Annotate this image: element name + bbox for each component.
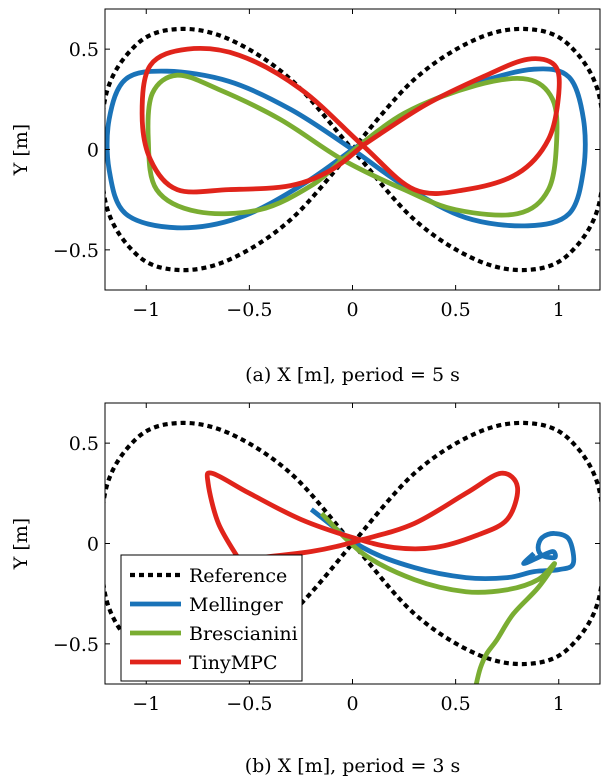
- tick-layer: −1 −0.5 0 0.5 1 −0.5 0 0.5: [53, 9, 600, 321]
- y-tick-label: −0.5: [53, 634, 99, 656]
- chart-panel-b: −1 −0.5 0 0.5 1 −0.5 0 0.5 Reference Mellinger Br…: [10, 402, 601, 777]
- x-tick-label: 1: [553, 299, 565, 321]
- series-layer: [105, 26, 600, 273]
- legend-label: Brescianini: [189, 623, 298, 645]
- y-tick-label: 0: [87, 534, 99, 556]
- y-tick-label: −0.5: [53, 240, 99, 262]
- series-line-tinympc: [204, 470, 521, 562]
- x-tick-label: −1: [132, 299, 160, 321]
- caption: (b) X [m], period = 3 s: [245, 755, 461, 777]
- legend-label: Reference: [189, 565, 287, 587]
- x-tick-label: 0.5: [441, 299, 471, 321]
- series-line-tinympc: [139, 46, 562, 196]
- x-tick-label: 0: [346, 693, 358, 715]
- y-tick-label: 0: [87, 140, 99, 162]
- x-tick-label: −0.5: [226, 693, 272, 715]
- x-tick-label: 1: [553, 693, 565, 715]
- series-line-mellinger: [309, 507, 577, 582]
- tick-layer: −1 −0.5 0 0.5 1 −0.5 0 0.5: [53, 403, 600, 715]
- x-tick-label: −0.5: [226, 299, 272, 321]
- y-tick-label: 0.5: [69, 39, 99, 61]
- series-line-brescianini: [145, 72, 560, 218]
- x-tick-label: 0: [346, 299, 358, 321]
- chart-panel-a: −1 −0.5 0 0.5 1 −0.5 0 0.5 Y [m] (a) X [m], per…: [10, 8, 601, 386]
- legend: Reference Mellinger Brescianini TinyMPC: [120, 554, 303, 682]
- x-tick-label: −1: [132, 693, 160, 715]
- y-axis-label: Y [m]: [10, 124, 32, 176]
- series-line-brescianini: [319, 511, 557, 684]
- caption: (a) X [m], period = 5 s: [245, 364, 460, 386]
- legend-label: Mellinger: [189, 594, 284, 616]
- y-tick-label: 0.5: [69, 433, 99, 455]
- x-tick-label: 0.5: [441, 693, 471, 715]
- legend-label: TinyMPC: [189, 652, 278, 674]
- y-axis-label: Y [m]: [10, 518, 32, 570]
